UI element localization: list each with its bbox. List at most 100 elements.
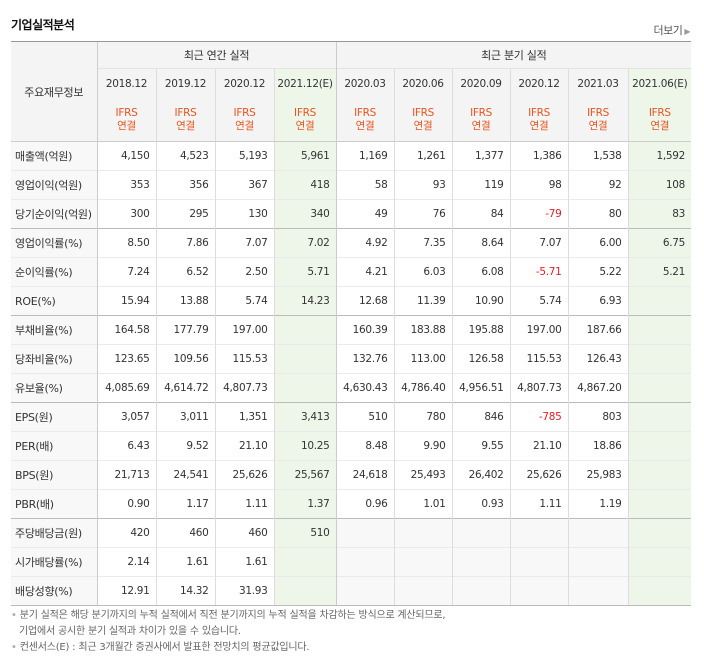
table-cell: 4,085.69 (96, 373, 156, 403)
table-row: PBR(배) 0.90 1.17 1.11 1.37 0.96 1.01 0.93 1.11 1.… (11, 489, 692, 519)
table-cell: 12.91 (96, 576, 156, 606)
table-cell: 21.10 (214, 431, 274, 461)
more-link[interactable]: 더보기 ▶ (653, 22, 690, 38)
table-cell: 1.19 (567, 489, 629, 519)
table-cell: 6.43 (96, 431, 156, 461)
table-cell: 6.00 (567, 228, 629, 258)
table-cell: 6.93 (567, 286, 629, 316)
table-row: 배당성향(%) 12.91 14.32 31.93 (11, 576, 692, 606)
table-cell: 4,150 (96, 141, 156, 171)
table-cell: 7.07 (214, 228, 274, 258)
table-cell: 115.53 (509, 344, 569, 374)
table-cell: 1.61 (155, 547, 215, 577)
row-label: 배당성향(%) (11, 576, 97, 606)
table-cell: 9.52 (155, 431, 215, 461)
table-cell: 5.71 (273, 257, 337, 287)
table-cell: 9.55 (451, 431, 511, 461)
table-cell: 460 (155, 518, 215, 548)
table-cell: 4.21 (335, 257, 395, 287)
table-cell (627, 489, 692, 519)
table-cell: 177.79 (155, 315, 215, 345)
table-cell: 80 (567, 199, 629, 229)
table-cell (509, 576, 569, 606)
table-cell (509, 547, 569, 577)
table-body: 매출액(억원) 4,150 4,523 5,193 5,961 1,169 1,261 1,3… (11, 141, 692, 606)
table-cell: 3,011 (155, 402, 215, 432)
table-cell: 460 (214, 518, 274, 548)
table-row: 당좌비율(%) 123.65 109.56 115.53 132.76 113.00 126… (11, 344, 692, 374)
table-cell: 300 (96, 199, 156, 229)
table-cell: 0.90 (96, 489, 156, 519)
table-row: 영업이익률(%) 8.50 7.86 7.07 7.02 4.92 7.35 8.64 7.07… (11, 228, 692, 258)
table-cell: 5,193 (214, 141, 274, 171)
ifrs-label: IFRS 연결 (335, 99, 395, 142)
table-row: BPS(원) 21,713 24,541 25,626 25,567 24,618 25,4… (11, 460, 692, 490)
table-cell: 93 (393, 170, 453, 200)
table-cell: 780 (393, 402, 453, 432)
table-cell: 10.90 (451, 286, 511, 316)
table-cell: 5.22 (567, 257, 629, 287)
table-row: ROE(%) 15.94 13.88 5.74 14.23 12.68 11.39 10.90… (11, 286, 692, 316)
table-cell (627, 431, 692, 461)
table-cell: 11.39 (393, 286, 453, 316)
row-label: 시가배당률(%) (11, 547, 97, 577)
table-cell: 25,493 (393, 460, 453, 490)
table-cell (509, 518, 569, 548)
ifrs-label: IFRS 연결 (509, 99, 569, 142)
table-cell: 7.35 (393, 228, 453, 258)
table-cell (335, 576, 395, 606)
ifrs-label: IFRS 연결 (273, 99, 337, 142)
table-cell: 510 (273, 518, 337, 548)
table-cell: 25,626 (214, 460, 274, 490)
table-cell (567, 518, 629, 548)
table-cell (627, 315, 692, 345)
table-cell: 132.76 (335, 344, 395, 374)
period-header: 2020.06 (393, 68, 453, 99)
table-cell (627, 518, 692, 548)
table-cell: 1.11 (509, 489, 569, 519)
table-cell (273, 373, 337, 403)
bullet: • (11, 610, 20, 621)
table-row: PER(배) 6.43 9.52 21.10 10.25 8.48 9.90 9.55 21.1… (11, 431, 692, 461)
table-cell: 164.58 (96, 315, 156, 345)
table-row: 부채비율(%) 164.58 177.79 197.00 160.39 183.88 195… (11, 315, 692, 345)
label-column-header: 주요재무정보 (11, 41, 97, 142)
table-cell: 1,538 (567, 141, 629, 171)
table-cell: 15.94 (96, 286, 156, 316)
table-cell: 367 (214, 170, 274, 200)
table-cell: 5.74 (509, 286, 569, 316)
ifrs-bottom: 연결 (650, 120, 670, 132)
ifrs-bottom: 연결 (295, 120, 315, 132)
financial-table: 주요재무정보 최근 연간 실적 최근 분기 실적 2018.12 2019.12 2… (11, 41, 692, 606)
table-cell: 10.25 (273, 431, 337, 461)
row-label: 유보율(%) (11, 373, 97, 403)
table-cell: 8.50 (96, 228, 156, 258)
table-cell: 4.92 (335, 228, 395, 258)
table-cell (335, 547, 395, 577)
table-cell: 24,541 (155, 460, 215, 490)
note-line-1: 분기 실적은 해당 분기까지의 누적 실적에서 직전 분기까지의 누적 실적을 … (19, 610, 446, 621)
table-cell: 418 (273, 170, 337, 200)
table-cell: 5.74 (214, 286, 274, 316)
period-header: 2021.12(E) (273, 68, 337, 99)
table-cell: 846 (451, 402, 511, 432)
ifrs-header-row: IFRS 연결 IFRS 연결 IFRS 연결 IFRS 연결 IFRS 연결 IFRS 연결 IFRS… (11, 99, 692, 142)
table-cell: 3,413 (273, 402, 337, 432)
ifrs-top: IFRS (294, 107, 316, 119)
row-label: EPS(원) (11, 402, 97, 432)
table-cell: 1.37 (273, 489, 337, 519)
note-line-2: 기업에서 공시한 분기 실적과 차이가 있을 수 있습니다. (19, 626, 241, 637)
table-cell: 115.53 (214, 344, 274, 374)
period-header: 2021.03 (567, 68, 629, 99)
table-cell: -5.71 (509, 257, 569, 287)
table-cell: 6.75 (627, 228, 692, 258)
ifrs-top: IFRS (412, 107, 434, 119)
table-cell: 14.32 (155, 576, 215, 606)
ifrs-top: IFRS (470, 107, 492, 119)
table-cell: 21,713 (96, 460, 156, 490)
table-cell: 12.68 (335, 286, 395, 316)
table-cell: 1.11 (214, 489, 274, 519)
ifrs-bottom: 연결 (413, 120, 433, 132)
table-cell: 356 (155, 170, 215, 200)
row-label: 순이익률(%) (11, 257, 97, 287)
